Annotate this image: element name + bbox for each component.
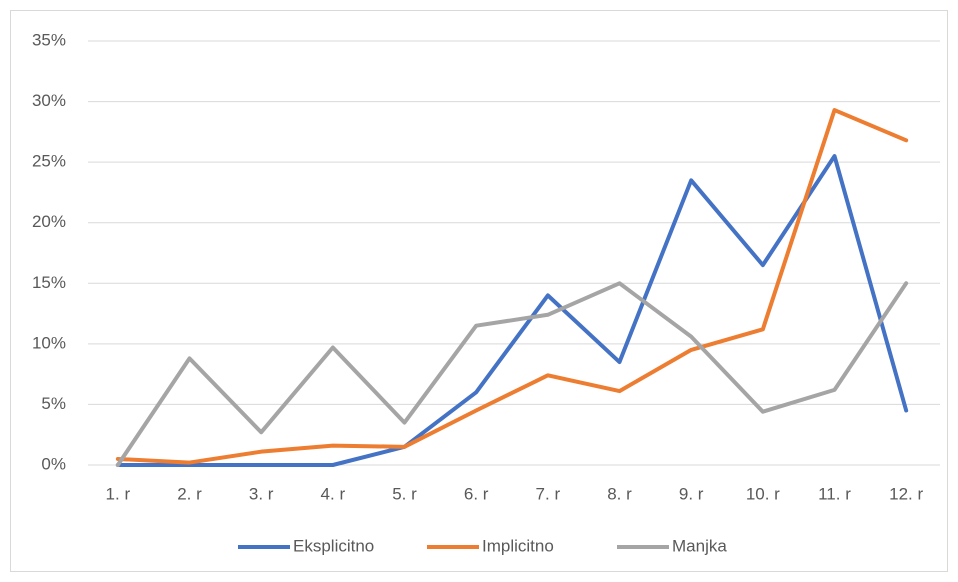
y-tick-label: 25% (32, 152, 66, 171)
y-tick-label: 20% (32, 212, 66, 231)
x-tick-label: 8. r (607, 484, 632, 503)
x-tick-label: 9. r (679, 484, 704, 503)
y-tick-label: 5% (41, 394, 66, 413)
x-tick-label: 5. r (392, 484, 417, 503)
x-tick-label: 7. r (536, 484, 561, 503)
y-tick-label: 10% (32, 333, 66, 352)
legend-label: Manjka (672, 536, 727, 555)
x-tick-label: 11. r (818, 484, 851, 503)
y-tick-label: 15% (32, 273, 66, 292)
x-tick-label: 1. r (106, 484, 131, 503)
x-tick-label: 10. r (746, 484, 780, 503)
legend-label: Eksplicitno (293, 536, 374, 555)
series-line (115, 154, 909, 467)
y-tick-label: 30% (32, 91, 66, 110)
series-line (115, 281, 909, 467)
x-tick-label: 2. r (177, 484, 202, 503)
x-tick-label: 3. r (249, 484, 274, 503)
x-tick-label: 4. r (321, 484, 346, 503)
x-tick-label: 12. r (889, 484, 923, 503)
chart-frame (10, 10, 948, 572)
y-tick-label: 35% (32, 30, 66, 49)
x-tick-label: 6. r (464, 484, 489, 503)
legend-label: Implicitno (482, 536, 554, 555)
series-line (115, 108, 909, 465)
y-tick-label: 0% (41, 454, 66, 473)
